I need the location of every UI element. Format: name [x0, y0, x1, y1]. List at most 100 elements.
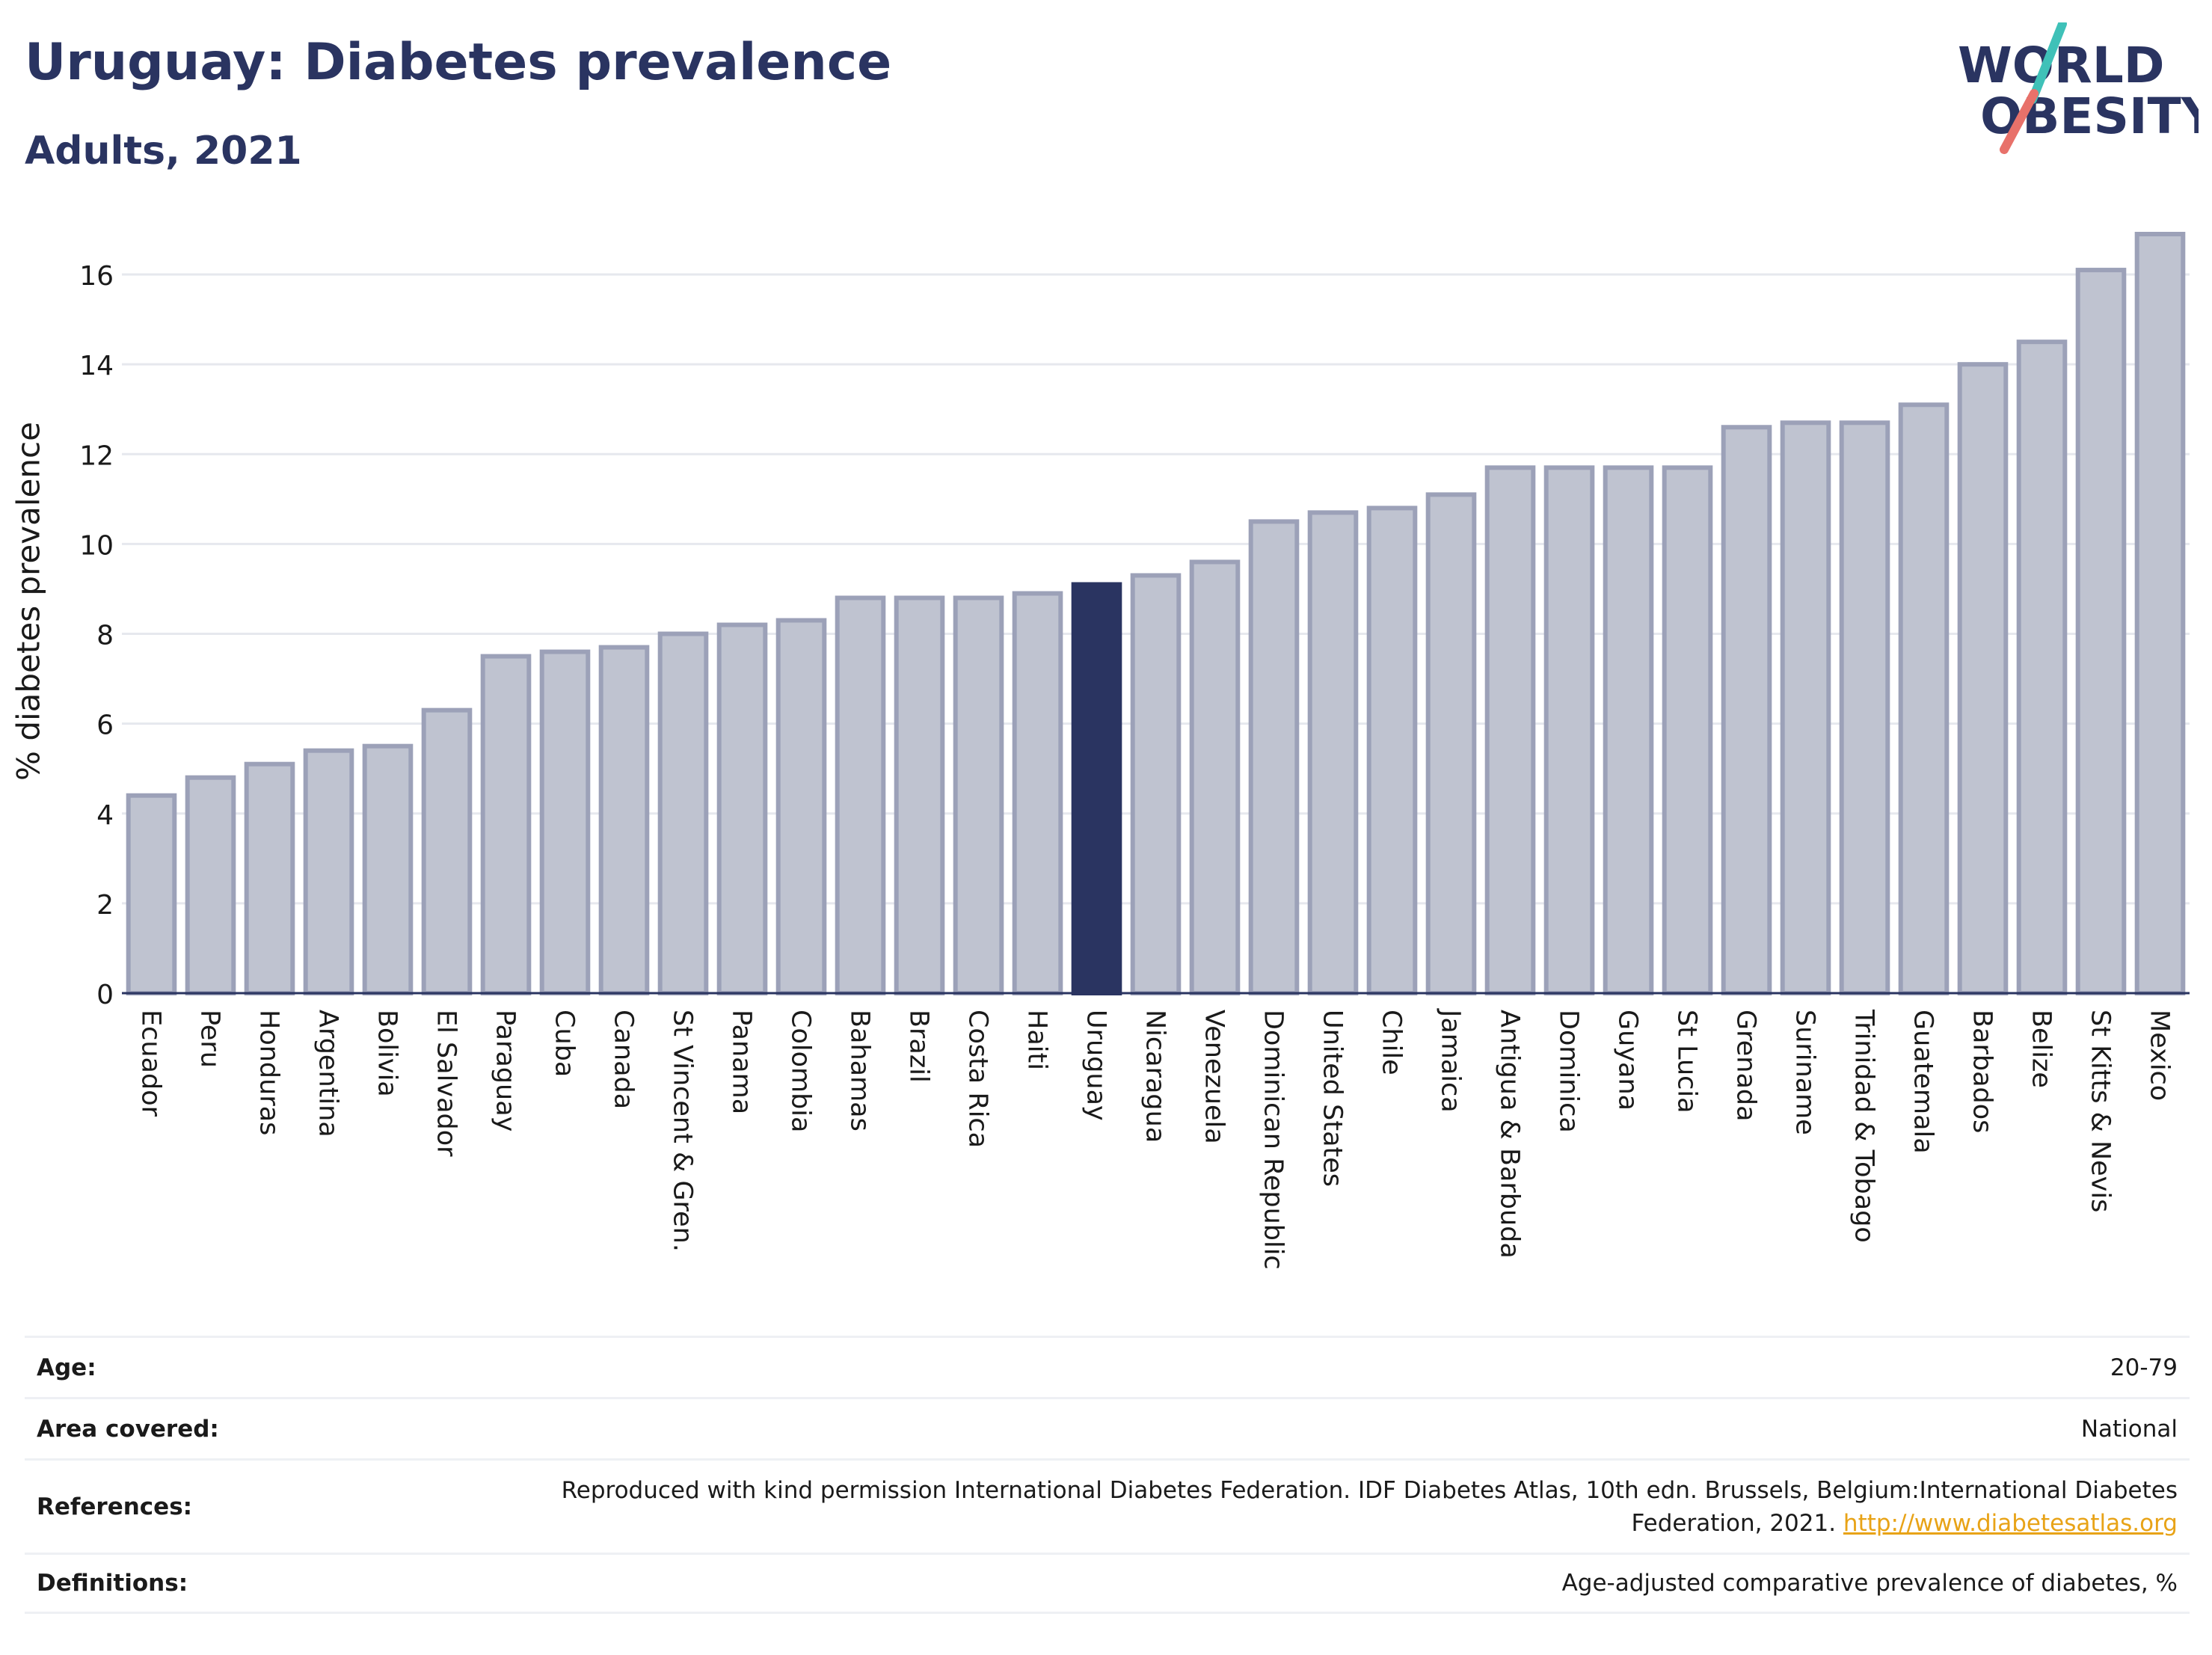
bar-trinidad-tobago	[1839, 420, 1890, 995]
x-tick-label: Antigua & Barbuda	[1495, 1010, 1525, 1259]
x-tick-label: Honduras	[254, 1010, 284, 1135]
bar-bahamas	[835, 595, 886, 995]
bar-brazil	[894, 595, 945, 995]
x-tick-label: Cuba	[550, 1010, 580, 1077]
x-tick-label: Dominican Republic	[1259, 1010, 1288, 1270]
bar-united-states	[1307, 510, 1359, 995]
meta-value-text: Reproduced with kind permission Internat…	[561, 1476, 2178, 1537]
x-tick-label: Panama	[727, 1010, 757, 1114]
x-tick-label: Paraguay	[491, 1010, 520, 1132]
meta-row: Area covered: National	[25, 1397, 2190, 1458]
bar-mexico	[2134, 232, 2186, 996]
x-tick-label: Suriname	[1790, 1010, 1820, 1135]
x-tick-label: St Vincent & Gren.	[668, 1010, 698, 1252]
bar-chart: 0 2 4 6 8 10 12 14 16 Ecuador Peru Honduras Argenti…	[79, 232, 2190, 1270]
bar-haiti	[1012, 591, 1063, 995]
bar-antigua-barbuda	[1484, 465, 1536, 995]
logo-slash-bottom	[2000, 89, 2039, 154]
x-tick-label: Peru	[195, 1010, 225, 1068]
x-tick-label: St Kitts & Nevis	[2086, 1010, 2116, 1212]
bar-panama	[716, 622, 768, 995]
y-tick-label: 2	[96, 890, 114, 921]
meta-row: Definitions: Age-adjusted comparative pre…	[25, 1553, 2190, 1614]
y-axis-ticks: 0 2 4 6 8 10 12 14 16	[79, 261, 114, 1010]
meta-key: Area covered:	[37, 1415, 219, 1443]
logo-slash-top	[2028, 22, 2067, 104]
bar-belize	[2016, 340, 2068, 996]
y-tick-label: 10	[79, 530, 114, 561]
meta-key: Definitions:	[37, 1570, 188, 1597]
x-tick-label: Mexico	[2145, 1010, 2175, 1101]
y-tick-label: 8	[96, 621, 114, 651]
bar-st-vincent-gren-	[657, 631, 709, 995]
y-axis-label: % diabetes prevalence	[10, 422, 47, 781]
meta-value-text: 20-79	[2110, 1354, 2178, 1381]
x-tick-label: Chile	[1377, 1010, 1407, 1075]
y-tick-label: 0	[96, 980, 114, 1010]
meta-value: National	[2081, 1413, 2178, 1446]
bar-costa-rica	[953, 595, 1004, 995]
x-tick-label: Bahamas	[845, 1010, 875, 1132]
bar-st-lucia	[1662, 465, 1713, 995]
x-tick-label: Nicaragua	[1140, 1010, 1170, 1143]
x-axis-ticks: Ecuador Peru Honduras Argentina Bolivia El Sa…	[136, 1008, 2175, 1270]
x-tick-label: El Salvador	[431, 1010, 461, 1157]
world-obesity-logo: WORLD OBESITY	[1958, 22, 2199, 154]
x-tick-label: St Lucia	[1672, 1010, 1702, 1114]
bar-dominican-republic	[1248, 519, 1300, 995]
meta-value: Reproduced with kind permission Internat…	[517, 1474, 2178, 1540]
x-tick-label: Guatemala	[1908, 1010, 1938, 1154]
bar-argentina	[303, 748, 354, 996]
meta-key: Age:	[37, 1354, 96, 1381]
bar-paraguay	[480, 654, 532, 995]
x-tick-label: Grenada	[1731, 1010, 1761, 1122]
x-tick-label: Guyana	[1613, 1010, 1643, 1111]
bar-st-kitts-nevis	[2075, 268, 2127, 996]
bar-colombia	[775, 618, 827, 995]
bar-bolivia	[362, 743, 414, 995]
meta-row: Age: 20-79	[25, 1336, 2190, 1397]
bar-guatemala	[1898, 402, 1950, 995]
bar-cuba	[539, 649, 591, 995]
bar-grenada	[1721, 425, 1772, 995]
y-tick-label: 6	[96, 710, 114, 741]
bar-peru	[185, 775, 236, 995]
bar-nicaragua	[1130, 573, 1182, 995]
chart-title: Uruguay: Diabetes prevalence	[25, 33, 892, 92]
x-tick-label: Bolivia	[372, 1010, 402, 1097]
x-tick-label: Argentina	[313, 1010, 343, 1137]
y-tick-label: 12	[79, 440, 114, 471]
bar-chile	[1366, 506, 1418, 995]
meta-value: Age-adjusted comparative prevalence of d…	[1562, 1567, 2178, 1600]
metadata-table: Age: 20-79 Area covered: National References…	[25, 1336, 2190, 1614]
chart-subtitle: Adults, 2021	[25, 129, 302, 174]
bar-guyana	[1603, 465, 1654, 995]
bars	[126, 232, 2186, 996]
meta-row: References: Reproduced with kind permissi…	[25, 1458, 2190, 1553]
meta-value: 20-79	[2110, 1351, 2178, 1384]
x-tick-label: Brazil	[904, 1010, 934, 1083]
x-tick-label: Costa Rica	[963, 1010, 993, 1148]
x-tick-label: Canada	[609, 1010, 639, 1109]
x-tick-label: Trinidad & Tobago	[1849, 1009, 1879, 1243]
y-tick-label: 14	[79, 351, 114, 381]
x-tick-label: Colombia	[786, 1010, 816, 1132]
meta-value-text: Age-adjusted comparative prevalence of d…	[1561, 1570, 2178, 1597]
bar-el-salvador	[421, 707, 473, 995]
x-tick-label: Ecuador	[136, 1010, 166, 1117]
meta-key: References:	[37, 1493, 193, 1520]
meta-value-text: National	[2080, 1415, 2178, 1443]
x-tick-label: United States	[1318, 1010, 1348, 1187]
x-tick-label: Barbados	[1967, 1010, 1997, 1133]
x-tick-label: Haiti	[1022, 1010, 1052, 1070]
x-tick-label: Dominica	[1554, 1010, 1584, 1133]
x-tick-label: Uruguay	[1081, 1010, 1111, 1121]
bar-barbados	[1957, 362, 2009, 996]
y-tick-label: 4	[96, 800, 114, 831]
reference-link[interactable]: http://www.diabetesatlas.org	[1843, 1509, 2178, 1537]
bar-venezuela	[1189, 559, 1241, 995]
bar-suriname	[1780, 420, 1831, 995]
logo-line-1: WORLD	[1958, 37, 2165, 94]
bar-ecuador	[126, 793, 177, 996]
x-tick-label: Jamaica	[1436, 1008, 1466, 1113]
